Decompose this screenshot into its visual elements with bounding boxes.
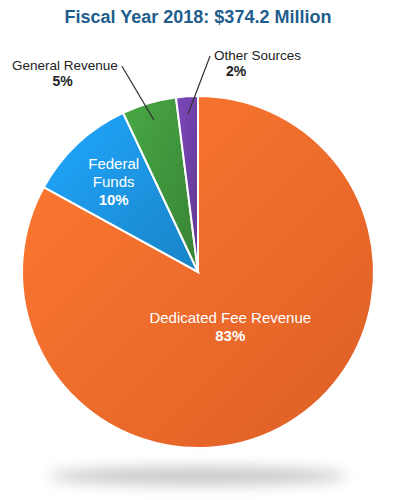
category-label: Dedicated Fee Revenue xyxy=(149,309,311,326)
labels: Dedicated Fee Revenue83% FederalFunds10% G… xyxy=(12,48,311,344)
chart-svg: Fiscal Year 2018: $374.2 Million Dedicate… xyxy=(0,0,396,500)
category-label: FederalFunds xyxy=(88,155,139,190)
leader-line xyxy=(122,66,154,120)
category-label: General Revenue xyxy=(12,58,118,73)
data-label: 10% xyxy=(99,191,129,208)
data-label: 2% xyxy=(226,63,247,79)
category-label: Other Sources xyxy=(214,48,301,63)
pie-slice xyxy=(176,96,198,272)
leader-line xyxy=(188,56,210,114)
pie-shadow xyxy=(48,467,347,485)
chart-container: Fiscal Year 2018: $374.2 Million Dedicate… xyxy=(0,0,396,500)
pie xyxy=(22,96,374,448)
pie-slice xyxy=(22,96,374,448)
chart-title: Fiscal Year 2018: $374.2 Million xyxy=(65,7,332,27)
data-label: 83% xyxy=(215,327,245,344)
data-label: 5% xyxy=(53,73,74,89)
